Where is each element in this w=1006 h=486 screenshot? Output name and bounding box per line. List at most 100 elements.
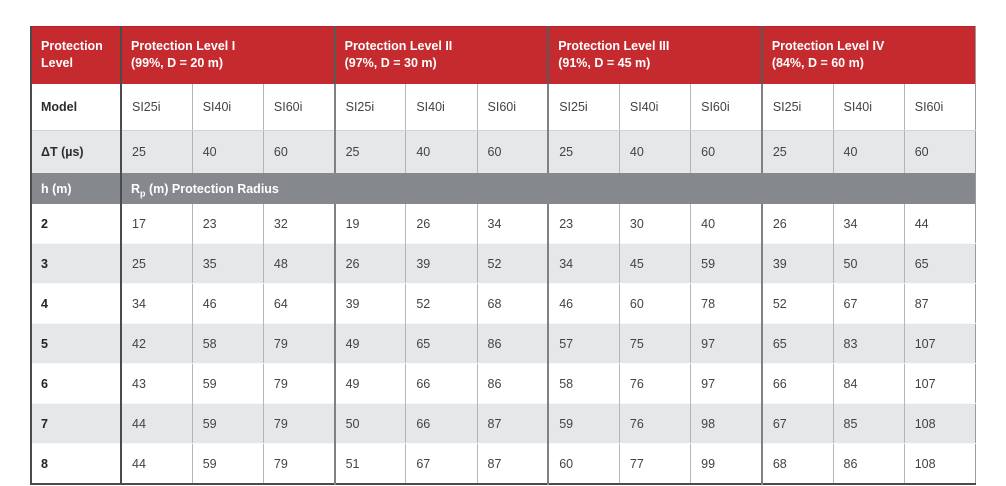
model-row-label: Model — [31, 84, 122, 131]
delta-t-cell: 25 — [760, 130, 834, 173]
data-row-h7: 7 44 59 79 50 66 87 59 76 98 67 85 108 — [31, 403, 976, 444]
radius-cell: 87 — [476, 403, 549, 444]
radius-cell: 85 — [832, 403, 905, 444]
model-cell: SI25i — [760, 84, 834, 131]
radius-cell: 59 — [547, 403, 620, 444]
model-cell: SI60i — [262, 84, 335, 131]
model-cell: SI40i — [191, 84, 264, 131]
level-title: Protection Level IV — [771, 39, 885, 54]
radius-cell: 34 — [119, 283, 193, 324]
radius-cell: 87 — [903, 283, 976, 324]
radius-cell: 52 — [476, 243, 549, 284]
delta-t-cell: 40 — [191, 130, 264, 173]
h-value: 6 — [31, 363, 122, 404]
radius-cell: 44 — [119, 403, 193, 444]
radius-cell: 79 — [262, 363, 335, 404]
radius-cell: 78 — [690, 283, 762, 324]
model-cell: SI40i — [832, 84, 905, 131]
delta-t-cell: 25 — [119, 130, 193, 173]
radius-cell: 49 — [333, 323, 406, 364]
protection-radius-table: Protection Level Protection Level I (99%, … — [30, 26, 976, 485]
model-cell: SI60i — [690, 84, 762, 131]
radius-cell: 59 — [191, 443, 264, 484]
radius-cell: 25 — [119, 243, 193, 284]
radius-cell: 58 — [547, 363, 620, 404]
data-row-h3: 3 25 35 48 26 39 52 34 45 59 39 50 65 — [31, 243, 976, 284]
radius-cell: 99 — [690, 443, 762, 484]
radius-cell: 50 — [333, 403, 406, 444]
radius-cell: 76 — [618, 363, 691, 404]
h-value: 5 — [31, 323, 122, 364]
radius-cell: 67 — [760, 403, 834, 444]
radius-cell: 57 — [547, 323, 620, 364]
radius-cell: 39 — [405, 243, 478, 284]
radius-cell: 64 — [262, 283, 335, 324]
delta-t-cell: 60 — [262, 130, 335, 173]
model-cell: SI25i — [333, 84, 406, 131]
radius-cell: 32 — [262, 204, 335, 244]
model-cell: SI25i — [547, 84, 620, 131]
radius-band-label: Rp (m) Protection Radius — [121, 173, 976, 204]
radius-cell: 46 — [191, 283, 264, 324]
radius-cell: 98 — [690, 403, 762, 444]
data-row-h5: 5 42 58 79 49 65 86 57 75 97 65 83 107 — [31, 323, 976, 364]
radius-cell: 39 — [760, 243, 834, 284]
radius-cell: 34 — [832, 204, 905, 244]
level-header-1: Protection Level I (99%, D = 20 m) — [120, 26, 335, 84]
radius-cell: 59 — [191, 363, 264, 404]
radius-cell: 79 — [262, 323, 335, 364]
h-column-label: h (m) — [31, 173, 122, 204]
model-cell: SI60i — [476, 84, 549, 131]
radius-cell: 77 — [618, 443, 691, 484]
delta-t-cell: 40 — [618, 130, 691, 173]
delta-t-cell: 60 — [476, 130, 549, 173]
radius-cell: 45 — [618, 243, 691, 284]
radius-cell: 79 — [262, 443, 335, 484]
data-row-h6: 6 43 59 79 49 66 86 58 76 97 66 84 107 — [31, 363, 976, 404]
radius-cell: 30 — [618, 204, 691, 244]
level-subtitle: (97%, D = 30 m) — [344, 56, 437, 70]
radius-cell: 67 — [832, 283, 905, 324]
data-row-h2: 2 17 23 32 19 26 34 23 30 40 26 34 44 — [31, 204, 976, 244]
delta-t-cell: 40 — [832, 130, 905, 173]
radius-cell: 60 — [618, 283, 691, 324]
model-cell: SI40i — [618, 84, 691, 131]
radius-cell: 58 — [191, 323, 264, 364]
radius-cell: 35 — [191, 243, 264, 284]
radius-cell: 79 — [262, 403, 335, 444]
h-value: 3 — [31, 243, 122, 284]
data-row-h8: 8 44 59 79 51 67 87 60 77 99 68 86 108 — [31, 443, 976, 484]
radius-cell: 34 — [547, 243, 620, 284]
radius-cell: 17 — [119, 204, 193, 244]
h-value: 4 — [31, 283, 122, 324]
radius-cell: 26 — [760, 204, 834, 244]
model-cell: SI25i — [119, 84, 193, 131]
radius-prefix: R — [131, 181, 141, 196]
radius-cell: 34 — [476, 204, 549, 244]
radius-subscript: p — [140, 188, 146, 198]
radius-cell: 40 — [690, 204, 762, 244]
radius-cell: 26 — [405, 204, 478, 244]
radius-cell: 66 — [405, 363, 478, 404]
delta-t-cell: 60 — [690, 130, 762, 173]
radius-cell: 107 — [903, 323, 976, 364]
radius-cell: 43 — [119, 363, 193, 404]
level-header-3: Protection Level III (91%, D = 45 m) — [547, 26, 762, 84]
delta-t-label: ΔT (µs) — [31, 130, 122, 173]
radius-cell: 66 — [405, 403, 478, 444]
model-cell: SI40i — [405, 84, 478, 131]
delta-t-row: ΔT (µs) 25 40 60 25 40 60 25 40 60 25 40 60 — [31, 130, 976, 173]
radius-cell: 108 — [903, 443, 976, 484]
level-subtitle: (91%, D = 45 m) — [558, 56, 651, 70]
radius-cell: 19 — [333, 204, 406, 244]
radius-cell: 59 — [690, 243, 762, 284]
model-row: Model SI25i SI40i SI60i SI25i SI40i SI60i SI25i… — [31, 84, 976, 131]
radius-cell: 65 — [903, 243, 976, 284]
h-value: 2 — [31, 204, 122, 244]
radius-cell: 97 — [690, 323, 762, 364]
delta-t-cell: 60 — [903, 130, 976, 173]
delta-t-cell: 25 — [547, 130, 620, 173]
radius-cell: 52 — [405, 283, 478, 324]
radius-cell: 46 — [547, 283, 620, 324]
